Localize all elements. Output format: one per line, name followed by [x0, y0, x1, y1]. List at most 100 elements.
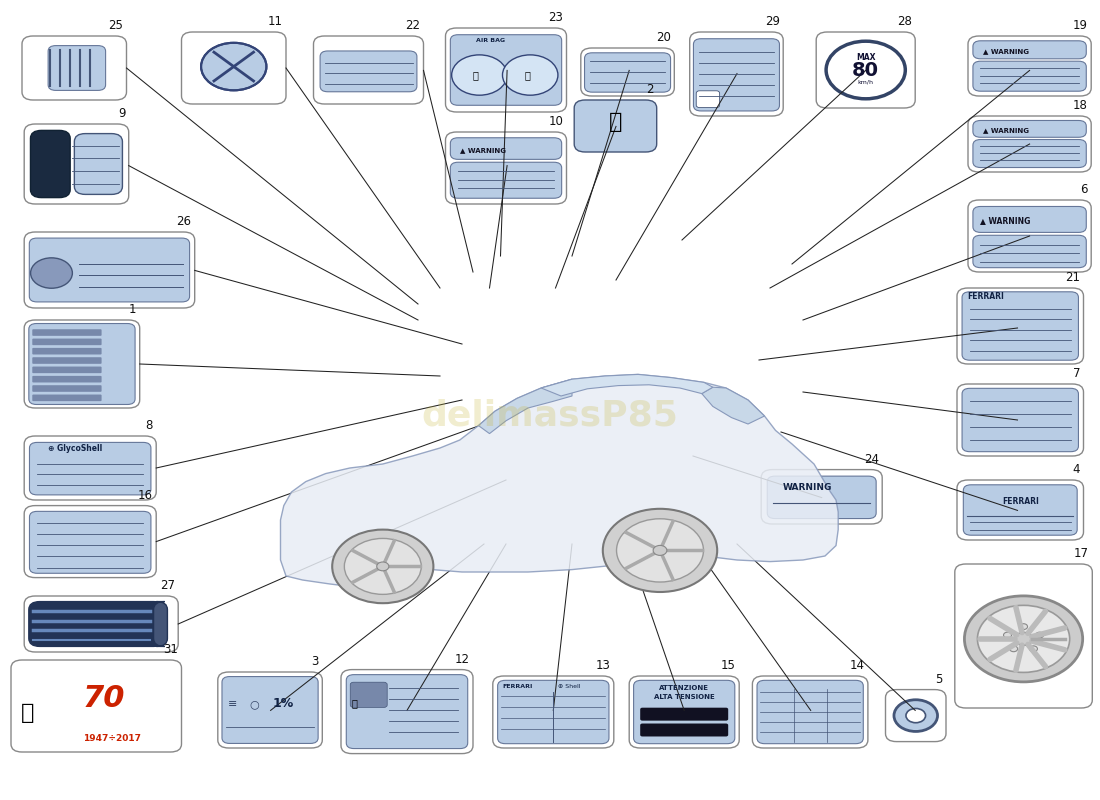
Text: 17: 17 — [1074, 547, 1089, 560]
Text: 14: 14 — [849, 659, 865, 672]
Circle shape — [452, 55, 507, 95]
FancyBboxPatch shape — [30, 238, 189, 302]
FancyBboxPatch shape — [497, 680, 609, 744]
Text: 21: 21 — [1065, 271, 1080, 284]
Text: 29: 29 — [764, 15, 780, 28]
Text: 1947÷2017: 1947÷2017 — [82, 734, 141, 743]
FancyBboxPatch shape — [22, 36, 126, 100]
FancyBboxPatch shape — [32, 386, 101, 392]
Polygon shape — [280, 374, 838, 588]
FancyBboxPatch shape — [24, 124, 129, 204]
Polygon shape — [541, 374, 713, 396]
Polygon shape — [478, 379, 572, 434]
Text: 16: 16 — [138, 489, 153, 502]
FancyBboxPatch shape — [761, 470, 882, 524]
FancyBboxPatch shape — [29, 602, 164, 646]
Text: 10: 10 — [548, 115, 563, 128]
FancyBboxPatch shape — [24, 596, 178, 652]
Text: 13: 13 — [595, 659, 610, 672]
FancyBboxPatch shape — [450, 138, 562, 159]
Circle shape — [894, 700, 937, 731]
FancyBboxPatch shape — [767, 476, 876, 518]
Text: 7: 7 — [1072, 367, 1080, 380]
Circle shape — [201, 42, 266, 90]
Circle shape — [1035, 632, 1044, 638]
FancyBboxPatch shape — [32, 338, 101, 345]
FancyBboxPatch shape — [957, 384, 1084, 456]
FancyBboxPatch shape — [690, 32, 783, 116]
FancyBboxPatch shape — [446, 132, 566, 204]
FancyBboxPatch shape — [218, 672, 322, 748]
Text: 19: 19 — [1072, 19, 1088, 32]
FancyBboxPatch shape — [346, 674, 468, 749]
Text: ▲ WARNING: ▲ WARNING — [980, 216, 1031, 225]
Text: 18: 18 — [1072, 99, 1088, 112]
FancyBboxPatch shape — [341, 670, 473, 754]
Text: km/h: km/h — [858, 79, 873, 85]
Text: 23: 23 — [548, 11, 563, 24]
Circle shape — [965, 596, 1082, 682]
Text: FERRARI: FERRARI — [967, 292, 1004, 301]
Text: 28: 28 — [896, 15, 912, 28]
FancyBboxPatch shape — [75, 134, 122, 194]
FancyBboxPatch shape — [574, 100, 657, 152]
Text: 9: 9 — [118, 107, 125, 120]
FancyBboxPatch shape — [48, 46, 106, 90]
Text: FERRARI: FERRARI — [1002, 497, 1038, 506]
Text: WARNING: WARNING — [783, 483, 833, 492]
Circle shape — [1030, 646, 1037, 652]
FancyBboxPatch shape — [968, 36, 1091, 96]
FancyBboxPatch shape — [154, 602, 167, 646]
FancyBboxPatch shape — [182, 32, 286, 104]
Text: 1: 1 — [129, 303, 136, 316]
FancyBboxPatch shape — [957, 288, 1084, 364]
Text: 12: 12 — [454, 653, 470, 666]
FancyBboxPatch shape — [29, 323, 135, 405]
Text: ✋: ✋ — [525, 70, 530, 80]
Text: 22: 22 — [405, 19, 420, 32]
FancyBboxPatch shape — [629, 676, 739, 748]
Polygon shape — [702, 387, 764, 424]
Text: 1%: 1% — [272, 697, 294, 710]
FancyBboxPatch shape — [24, 232, 195, 308]
FancyBboxPatch shape — [32, 366, 101, 373]
Text: 11: 11 — [267, 15, 283, 28]
Text: 🚫: 🚫 — [473, 70, 478, 80]
Circle shape — [31, 258, 73, 288]
FancyBboxPatch shape — [32, 358, 101, 364]
FancyBboxPatch shape — [32, 376, 101, 382]
Circle shape — [1014, 633, 1033, 646]
FancyBboxPatch shape — [696, 91, 719, 108]
FancyBboxPatch shape — [320, 51, 417, 92]
Text: 4: 4 — [1072, 463, 1080, 476]
Text: ▲ WARNING: ▲ WARNING — [460, 147, 506, 153]
Circle shape — [503, 55, 558, 95]
FancyBboxPatch shape — [581, 48, 674, 96]
Text: 8: 8 — [145, 419, 153, 432]
Circle shape — [653, 546, 667, 555]
FancyBboxPatch shape — [972, 41, 1087, 58]
FancyBboxPatch shape — [972, 206, 1087, 232]
FancyBboxPatch shape — [962, 388, 1078, 452]
FancyBboxPatch shape — [30, 442, 151, 495]
FancyBboxPatch shape — [886, 690, 946, 742]
FancyBboxPatch shape — [968, 116, 1091, 172]
Circle shape — [603, 509, 717, 592]
Circle shape — [906, 709, 925, 722]
FancyBboxPatch shape — [693, 38, 780, 111]
Text: ⛽: ⛽ — [608, 112, 623, 132]
FancyBboxPatch shape — [964, 485, 1077, 535]
FancyBboxPatch shape — [752, 676, 868, 748]
Text: 31: 31 — [163, 643, 178, 656]
Text: 🔧: 🔧 — [352, 698, 358, 709]
FancyBboxPatch shape — [972, 235, 1087, 268]
Circle shape — [616, 518, 704, 582]
FancyBboxPatch shape — [450, 34, 562, 106]
Circle shape — [1010, 646, 1018, 652]
FancyBboxPatch shape — [972, 62, 1087, 91]
Text: ⊕ GlycoShell: ⊕ GlycoShell — [48, 444, 102, 454]
FancyBboxPatch shape — [222, 677, 318, 743]
FancyBboxPatch shape — [634, 680, 735, 744]
FancyBboxPatch shape — [32, 330, 101, 336]
Text: ATTENZIONE: ATTENZIONE — [659, 686, 710, 691]
